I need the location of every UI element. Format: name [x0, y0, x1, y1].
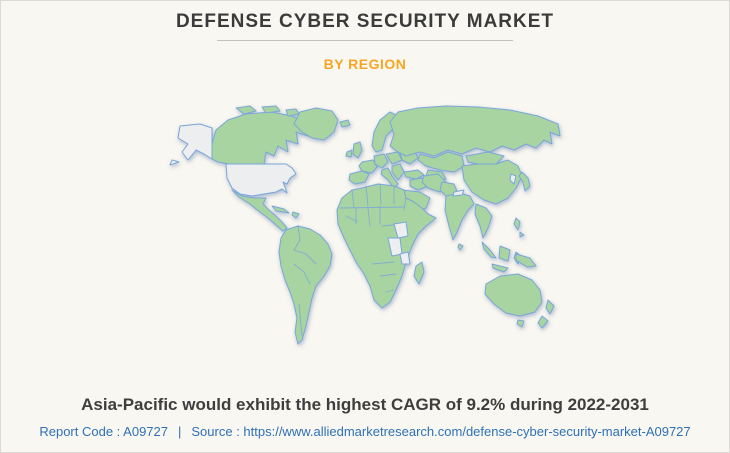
region-greenland — [293, 107, 339, 141]
region-iberia — [348, 170, 370, 185]
region-united-kingdom — [352, 141, 363, 159]
region-aleutian-islands — [169, 159, 180, 166]
region-mexico-central-america — [231, 189, 288, 232]
region-italy — [380, 167, 399, 189]
region-russia — [389, 105, 561, 157]
region-iran — [421, 173, 447, 193]
region-indochina — [474, 203, 493, 239]
region-cuba — [271, 205, 290, 214]
region-east-africa-unshaded — [399, 251, 411, 265]
world-map-svg — [169, 105, 561, 345]
region-malay-sumatra — [481, 241, 497, 259]
region-canada — [211, 111, 309, 165]
region-korea-unshaded — [509, 173, 517, 185]
region-arctic-island — [261, 105, 281, 114]
region-java — [491, 263, 509, 273]
region-philippines-south — [519, 231, 525, 238]
map-regions-unshaded — [169, 123, 517, 265]
region-kazakhstan — [417, 151, 465, 173]
region-united-states — [225, 163, 297, 197]
report-code: Report Code : A09727 — [39, 424, 168, 439]
region-india — [444, 192, 475, 241]
region-mongolia — [465, 151, 505, 165]
region-iceland — [339, 119, 351, 128]
region-central-europe — [373, 153, 389, 169]
region-alaska — [177, 123, 213, 161]
report-source-line: Report Code : A09727 | Source : https://ww… — [1, 424, 729, 439]
region-arctic-island — [285, 108, 300, 117]
title-divider — [217, 40, 513, 41]
region-nepal-unshaded — [452, 189, 465, 197]
region-turkey — [403, 169, 425, 180]
region-new-zealand-south — [537, 315, 549, 329]
region-borneo — [498, 245, 511, 262]
region-south-america — [278, 225, 333, 345]
separator: | — [178, 424, 182, 439]
region-hispaniola — [291, 211, 300, 219]
source-link[interactable]: Source : https://www.alliedmarketresearc… — [191, 424, 691, 439]
region-philippines — [513, 217, 521, 231]
region-australia — [484, 273, 543, 317]
region-east-africa-unshaded — [393, 221, 409, 239]
region-arctic-island — [235, 105, 257, 115]
region-madagascar — [413, 261, 425, 285]
region-new-guinea — [515, 253, 537, 268]
map-internal-borders — [293, 184, 407, 337]
region-sri-lanka — [457, 243, 464, 251]
region-ireland — [345, 149, 353, 158]
region-balkans — [391, 163, 405, 181]
subtitle-by-region: BY REGION — [323, 56, 407, 72]
region-tasmania — [516, 319, 525, 328]
region-france — [358, 159, 378, 174]
region-africa — [336, 183, 437, 309]
region-japan — [518, 171, 531, 192]
page-title: DEFENSE CYBER SECURITY MARKET — [175, 11, 555, 32]
region-new-zealand-north — [545, 299, 555, 315]
region-china — [461, 159, 523, 205]
map-regions-shaded — [211, 105, 561, 345]
cagr-headline: Asia-Pacific would exhibit the highest C… — [81, 395, 649, 414]
world-map — [166, 104, 566, 349]
header: DEFENSE CYBER SECURITY MARKET BY REGION — [1, 1, 729, 72]
